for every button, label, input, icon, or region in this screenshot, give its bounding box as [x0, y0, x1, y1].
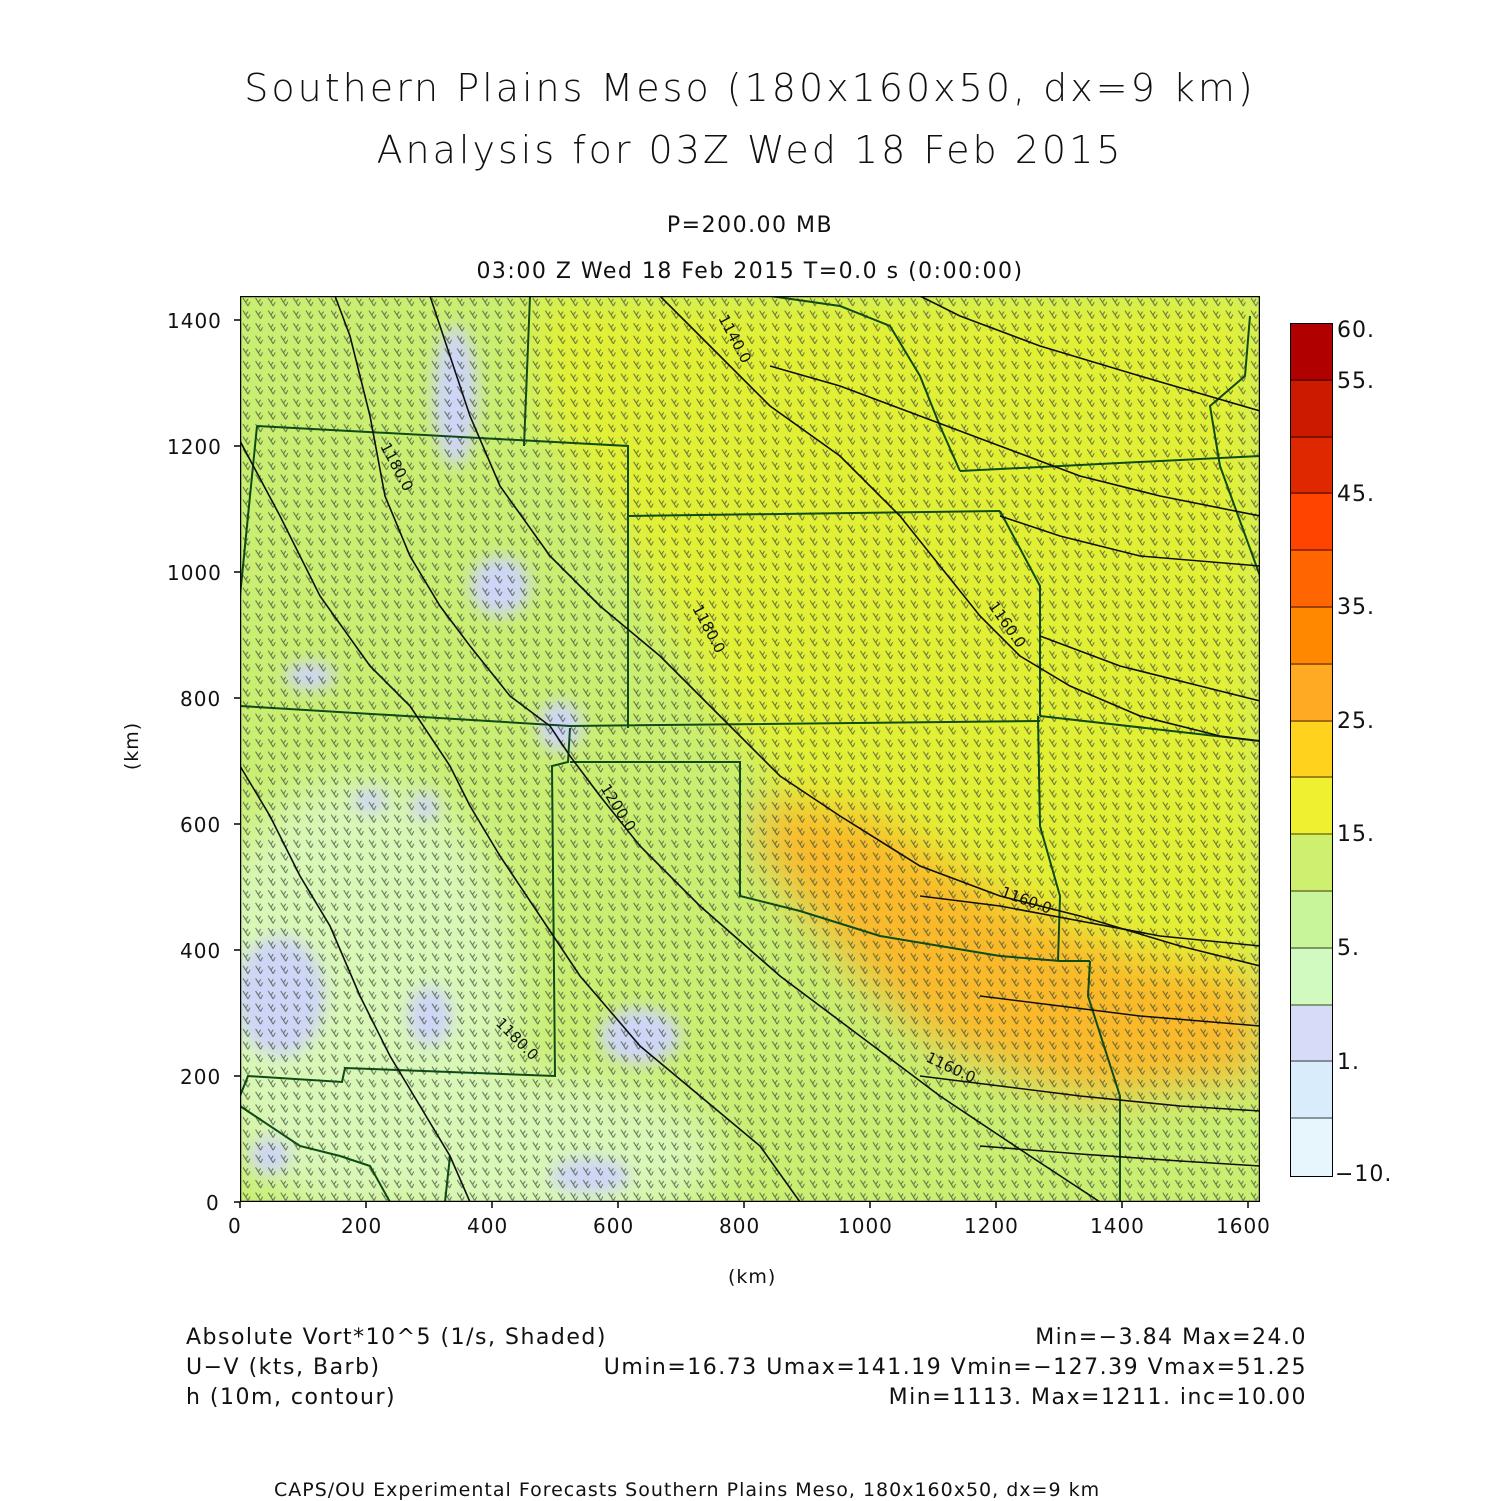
colorbar-swatch: [1291, 494, 1332, 552]
map-plot: 1140.0 1180.0 1160.0 1180.0 1200.0 1160.…: [240, 296, 1260, 1202]
colorbar-label: 60.: [1337, 318, 1375, 343]
height-contours: [240, 296, 1260, 1202]
legend-stats-wind: Umin=16.73 Umax=141.19 Vmin=−127.39 Vmax…: [603, 1355, 1307, 1380]
colorbar-label: 25.: [1337, 709, 1375, 734]
x-tick-label: 200: [341, 1214, 383, 1238]
y-tick-label: 600: [180, 813, 222, 837]
x-tick-label: 400: [467, 1214, 509, 1238]
colorbar-label: 35.: [1337, 595, 1375, 620]
title-line-1: Southern Plains Meso (180x160x50, dx=9 k…: [244, 66, 1256, 110]
y-tick-label: 0: [206, 1191, 220, 1215]
x-tick-label: 1200: [964, 1214, 1019, 1238]
y-tick-label: 1000: [167, 561, 222, 585]
plot-frame: [240, 296, 1260, 1202]
y-tick-label: 1400: [167, 309, 222, 333]
colorbar-label: 15.: [1337, 822, 1375, 847]
legend-field-vorticity: Absolute Vort*10^5 (1/s, Shaded): [186, 1325, 607, 1350]
colorbar-swatch: [1291, 1119, 1332, 1176]
colorbar: [1290, 323, 1333, 1177]
legend-field-wind: U−V (kts, Barb): [186, 1355, 381, 1380]
pressure-level: P=200.00 MB: [666, 213, 834, 238]
x-tick-label: 1400: [1090, 1214, 1145, 1238]
legend-stats-vorticity: Min=−3.84 Max=24.0: [1035, 1325, 1307, 1350]
x-tick-label: 0: [228, 1214, 242, 1238]
x-tick-label: 1000: [838, 1214, 893, 1238]
legend-stats-height: Min=1113. Max=1211. inc=10.00: [888, 1385, 1307, 1410]
legend-field-height: h (10m, contour): [186, 1385, 397, 1410]
x-tick-label: 800: [719, 1214, 761, 1238]
wind-barbs: [240, 296, 1260, 1202]
colorbar-swatch: [1291, 551, 1332, 608]
axis-tick-marks: [234, 319, 1249, 1208]
colorbar-swatch: [1291, 437, 1332, 495]
colorbar-swatch: [1291, 664, 1332, 722]
colorbar-swatch: [1291, 1005, 1332, 1063]
x-tick-label: 600: [593, 1214, 635, 1238]
title-line-2: Analysis for 03Z Wed 18 Feb 2015: [376, 128, 1124, 172]
colorbar-swatch: [1291, 948, 1332, 1006]
colorbar-swatch: [1291, 891, 1332, 949]
state-borders: [240, 296, 1260, 1202]
colorbar-swatch: [1291, 324, 1332, 381]
y-tick-label: 200: [180, 1065, 222, 1089]
colorbar-label: 55.: [1337, 369, 1375, 394]
colorbar-label: 45.: [1337, 482, 1375, 507]
x-tick-label: 1600: [1216, 1214, 1271, 1238]
colorbar-swatch: [1291, 607, 1332, 665]
colorbar-label: −10.: [1335, 1162, 1393, 1187]
valid-time: 03:00 Z Wed 18 Feb 2015 T=0.0 s (0:00:00…: [476, 259, 1024, 284]
colorbar-label: 5.: [1337, 936, 1360, 961]
y-axis-label: (km): [121, 721, 144, 771]
colorbar-swatch: [1291, 1062, 1332, 1120]
colorbar-swatch: [1291, 380, 1332, 438]
colorbar-label: 1.: [1337, 1050, 1360, 1075]
y-tick-label: 400: [180, 939, 222, 963]
colorbar-dividers: [1290, 379, 1332, 1119]
colorbar-swatch: [1291, 835, 1332, 892]
y-tick-label: 1200: [167, 435, 222, 459]
footer-credit: CAPS/OU Experimental Forecasts Southern …: [274, 1479, 1101, 1501]
y-tick-label: 800: [180, 687, 222, 711]
colorbar-swatch: [1291, 778, 1332, 836]
x-axis-label: (km): [728, 1266, 777, 1288]
colorbar-swatch: [1291, 721, 1332, 779]
